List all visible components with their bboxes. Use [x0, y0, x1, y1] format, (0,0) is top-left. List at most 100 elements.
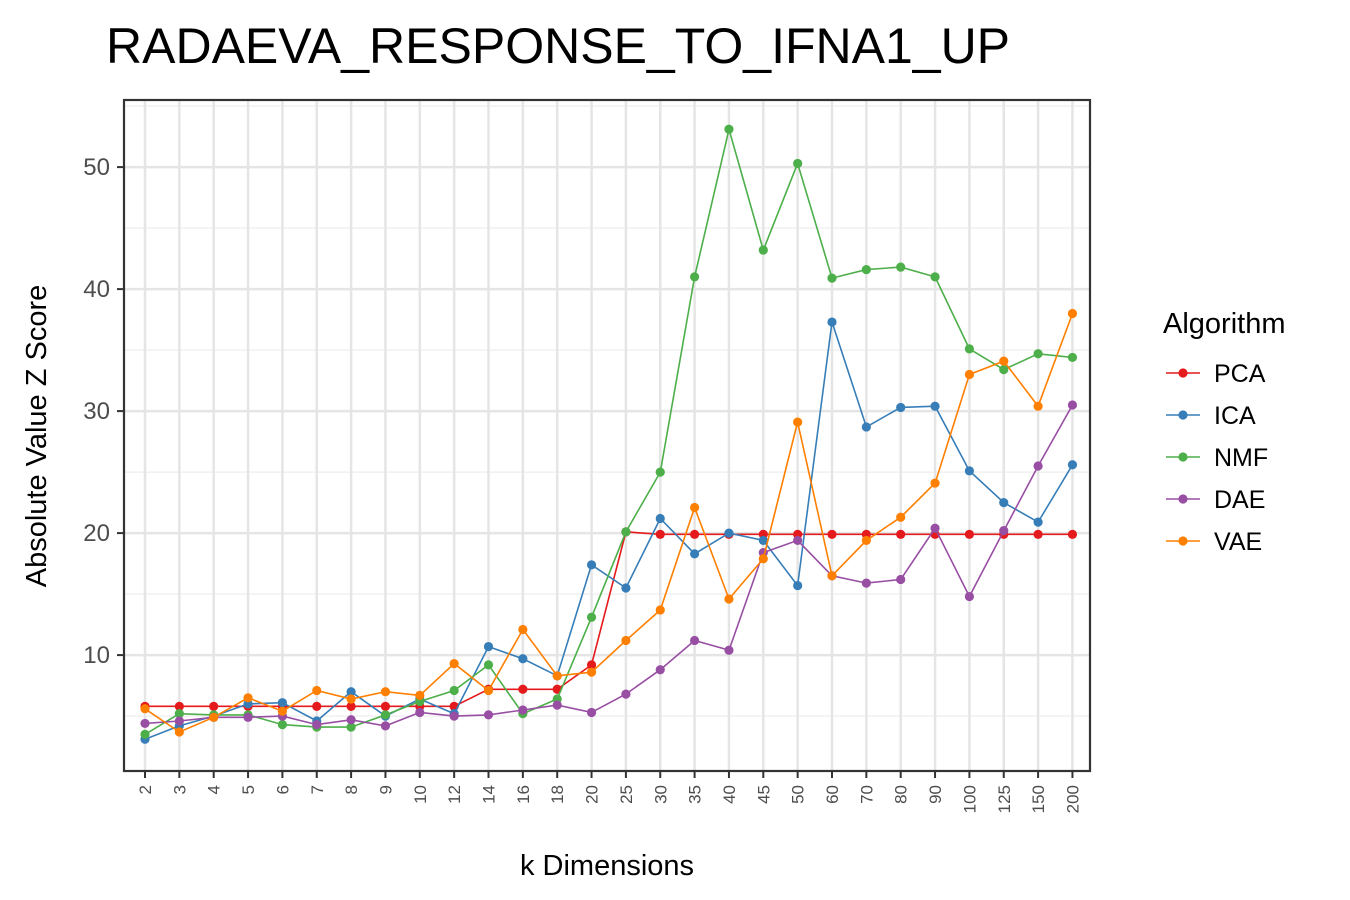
y-axis: 10 20 30 40 50 — [83, 154, 124, 669]
x-tick-label: 40 — [720, 785, 739, 804]
legend-item-nmf: NMF — [1166, 444, 1268, 472]
x-tick-label: 150 — [1029, 785, 1048, 813]
x-tick-label: 45 — [754, 785, 773, 804]
data-point-vae — [415, 690, 425, 700]
data-point-dae — [621, 689, 631, 699]
data-point-ica — [518, 654, 528, 664]
data-point-pca — [586, 660, 597, 670]
x-tick-label: 90 — [926, 785, 945, 804]
data-point-vae — [277, 706, 287, 716]
data-point-pca — [690, 529, 700, 539]
data-point-vae — [209, 712, 219, 722]
data-point-dae — [586, 707, 597, 718]
data-point-vae — [312, 685, 322, 696]
data-point-dae — [861, 578, 871, 588]
data-point-dae — [483, 710, 494, 720]
data-point-vae — [483, 685, 494, 696]
data-point-nmf — [896, 262, 906, 272]
x-tick-label: 10 — [411, 785, 430, 804]
data-point-vae — [827, 571, 837, 581]
data-point-dae — [896, 574, 906, 585]
data-point-vae — [140, 704, 150, 714]
y-tick-label: 20 — [83, 520, 110, 547]
data-point-nmf — [346, 722, 356, 732]
data-point-pca — [964, 529, 975, 539]
data-point-nmf — [999, 365, 1009, 375]
data-point-dae — [930, 523, 940, 533]
data-point-dae — [724, 645, 734, 655]
data-point-pca — [518, 684, 528, 694]
data-point-ica — [1033, 517, 1043, 527]
data-point-vae — [758, 554, 768, 564]
data-point-ica — [861, 422, 871, 432]
data-point-nmf — [793, 158, 803, 169]
data-point-dae — [999, 526, 1009, 536]
data-point-nmf — [690, 272, 700, 282]
data-point-nmf — [621, 527, 631, 537]
legend-key-point — [1178, 410, 1188, 420]
x-tick-label: 14 — [480, 785, 499, 804]
data-point-ica — [655, 513, 665, 524]
x-tick-label: 12 — [445, 785, 464, 804]
data-point-nmf — [861, 264, 871, 275]
legend-label: DAE — [1214, 486, 1265, 514]
x-tick-label: 200 — [1063, 785, 1082, 813]
legend: Algorithm PCA ICA NMF DAE VAE — [1163, 308, 1286, 556]
data-point-vae — [449, 659, 459, 669]
grid-layer — [124, 100, 1090, 771]
legend-label: ICA — [1214, 402, 1256, 430]
data-point-vae — [793, 417, 803, 427]
x-tick-label: 125 — [995, 785, 1014, 813]
data-point-vae — [518, 624, 528, 635]
plot-panel-border — [122, 98, 1092, 773]
data-point-pca — [380, 701, 391, 711]
x-tick-label: 20 — [583, 785, 602, 804]
x-tick-label: 6 — [273, 785, 292, 794]
data-point-dae — [690, 635, 700, 646]
data-point-vae — [1067, 308, 1078, 319]
x-tick-label: 2 — [136, 785, 155, 794]
data-point-ica — [827, 317, 837, 327]
x-tick-label: 8 — [342, 785, 361, 794]
data-point-dae — [655, 665, 665, 675]
data-point-dae — [552, 700, 562, 710]
data-point-pca — [1033, 529, 1043, 539]
y-tick-label: 10 — [83, 642, 110, 669]
legend-key-point — [1178, 494, 1188, 504]
series-line-vae — [144, 313, 1074, 733]
data-point-dae — [1067, 400, 1078, 410]
data-point-pca — [896, 529, 906, 539]
data-point-vae — [896, 512, 906, 522]
y-tick-label: 50 — [83, 154, 110, 181]
legend-title: Algorithm — [1163, 308, 1286, 340]
data-point-ica — [1067, 460, 1078, 470]
x-tick-label: 80 — [892, 785, 911, 804]
x-tick-label: 35 — [686, 785, 705, 804]
data-point-vae — [586, 667, 597, 677]
x-tick-label: 16 — [514, 785, 533, 804]
data-point-ica — [621, 583, 631, 593]
data-point-pca — [174, 701, 184, 711]
data-point-vae — [1033, 401, 1043, 411]
legend-label: VAE — [1214, 528, 1262, 556]
data-point-nmf — [930, 272, 940, 282]
data-point-dae — [243, 712, 253, 722]
data-point-ica — [999, 498, 1009, 508]
chart-title: RADAEVA_RESPONSE_TO_IFNA1_UP — [106, 18, 1010, 74]
x-tick-label: 5 — [239, 785, 258, 794]
data-point-ica — [930, 401, 940, 411]
legend-label: NMF — [1214, 444, 1268, 472]
data-point-vae — [174, 727, 184, 737]
data-point-dae — [1033, 461, 1043, 471]
data-point-dae — [312, 720, 322, 730]
data-point-nmf — [140, 729, 150, 740]
x-tick-label: 4 — [205, 785, 224, 794]
data-point-ica — [483, 641, 494, 652]
x-axis: 2 3 4 5 6 7 8 9 10 12 14 16 18 20 25 30 35 40 45 50 60 70 80 90… — [136, 771, 1082, 813]
data-point-dae — [380, 721, 391, 731]
data-point-nmf — [1033, 349, 1043, 359]
data-point-pca — [827, 529, 837, 539]
data-point-nmf — [380, 710, 391, 720]
series-layer — [140, 124, 1078, 744]
